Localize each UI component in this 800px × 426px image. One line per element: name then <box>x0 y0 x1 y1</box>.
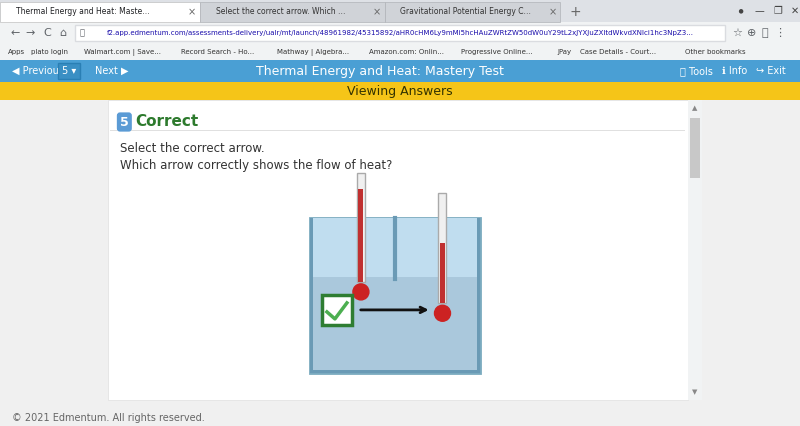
Bar <box>322 295 352 325</box>
Text: Select the correct arrow. Which …: Select the correct arrow. Which … <box>216 8 346 17</box>
Text: ⌂: ⌂ <box>59 28 66 38</box>
Bar <box>0 100 800 410</box>
Text: Mathway | Algebra...: Mathway | Algebra... <box>277 49 349 55</box>
Circle shape <box>434 305 450 321</box>
Bar <box>477 218 480 373</box>
Bar <box>310 218 480 277</box>
Text: ⊕: ⊕ <box>747 28 757 38</box>
Bar <box>385 2 560 22</box>
Text: ▼: ▼ <box>692 389 698 395</box>
Text: Progressive Online...: Progressive Online... <box>461 49 533 55</box>
Bar <box>438 193 446 303</box>
Bar <box>690 118 700 178</box>
Bar <box>0 2 200 22</box>
Text: ❐: ❐ <box>774 6 782 16</box>
Text: ◀ Previous: ◀ Previous <box>12 66 64 76</box>
Text: ⋮: ⋮ <box>774 28 786 38</box>
Bar <box>200 2 385 22</box>
Text: ×: × <box>188 7 196 17</box>
Bar <box>0 22 800 44</box>
Text: ←: ← <box>10 28 20 38</box>
Circle shape <box>353 284 369 300</box>
Text: Thermal Energy and Heat: Mastery Test: Thermal Energy and Heat: Mastery Test <box>256 64 504 78</box>
Text: plato login: plato login <box>31 49 68 55</box>
Bar <box>0 82 800 100</box>
Bar <box>357 173 365 282</box>
Bar <box>0 44 800 60</box>
Bar <box>440 243 445 303</box>
Text: Walmart.com | Save...: Walmart.com | Save... <box>85 49 162 55</box>
Bar <box>358 189 363 282</box>
Text: ✕: ✕ <box>790 6 799 16</box>
Text: C: C <box>43 28 51 38</box>
Bar <box>0 0 800 22</box>
Text: Thermal Energy and Heat: Maste…: Thermal Energy and Heat: Maste… <box>16 8 150 17</box>
Bar <box>108 100 688 400</box>
Bar <box>110 130 685 131</box>
Text: JPay: JPay <box>558 49 571 55</box>
Text: Correct: Correct <box>135 115 198 130</box>
Text: Other bookmarks: Other bookmarks <box>686 49 746 55</box>
Text: ℹ Info: ℹ Info <box>722 66 747 76</box>
Text: ▲: ▲ <box>692 105 698 111</box>
Text: Record Search - Ho...: Record Search - Ho... <box>181 49 254 55</box>
Text: 5: 5 <box>120 115 129 129</box>
Text: ⚫: ⚫ <box>736 6 744 16</box>
Text: ☆: ☆ <box>732 28 742 38</box>
Text: Apps: Apps <box>8 49 25 55</box>
Text: ×: × <box>373 7 381 17</box>
Text: Which arrow correctly shows the flow of heat?: Which arrow correctly shows the flow of … <box>120 158 392 172</box>
Text: Viewing Answers: Viewing Answers <box>347 84 453 98</box>
Text: Select the correct arrow.: Select the correct arrow. <box>120 141 265 155</box>
Text: →: → <box>26 28 34 38</box>
Text: ×: × <box>549 7 557 17</box>
Bar <box>0 410 800 426</box>
Text: 🔒: 🔒 <box>79 29 85 37</box>
Text: ↪ Exit: ↪ Exit <box>756 66 786 76</box>
Bar <box>310 218 313 373</box>
Bar <box>58 63 80 79</box>
Text: Gravitational Potential Energy C…: Gravitational Potential Energy C… <box>400 8 531 17</box>
Bar <box>688 100 702 400</box>
Text: © 2021 Edmentum. All rights reserved.: © 2021 Edmentum. All rights reserved. <box>12 413 205 423</box>
Text: Next ▶: Next ▶ <box>95 66 129 76</box>
Bar <box>310 370 480 373</box>
Text: 👤: 👤 <box>762 28 768 38</box>
Text: +: + <box>569 5 581 19</box>
Text: 5 ▾: 5 ▾ <box>62 66 76 76</box>
Text: Amazon.com: Onlin...: Amazon.com: Onlin... <box>369 49 444 55</box>
Bar <box>0 60 800 82</box>
Text: —: — <box>755 6 765 16</box>
Text: f2.app.edmentum.com/assessments-delivery/ualr/mt/launch/48961982/45315892/aHR0cH: f2.app.edmentum.com/assessments-delivery… <box>106 30 694 36</box>
Text: Case Details - Court...: Case Details - Court... <box>581 49 657 55</box>
Text: 🔧 Tools: 🔧 Tools <box>680 66 713 76</box>
Bar <box>310 218 480 373</box>
Bar <box>75 25 725 41</box>
